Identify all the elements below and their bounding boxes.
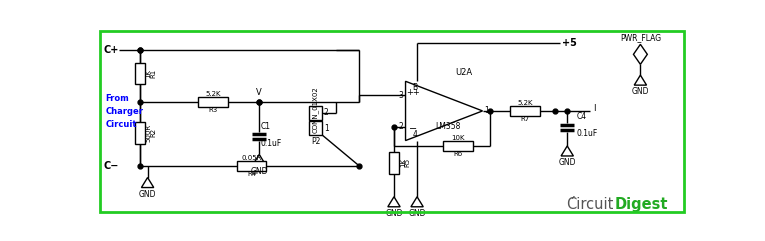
Bar bbox=[510, 106, 539, 115]
Text: R1: R1 bbox=[150, 69, 156, 78]
Text: 5.2K: 5.2K bbox=[517, 100, 532, 106]
Text: U2A: U2A bbox=[456, 68, 473, 77]
Text: 3: 3 bbox=[399, 91, 403, 100]
Text: LM358: LM358 bbox=[435, 122, 461, 131]
Text: +5: +5 bbox=[562, 38, 577, 48]
Bar bbox=[135, 122, 145, 144]
Polygon shape bbox=[405, 81, 483, 141]
Text: I: I bbox=[593, 104, 595, 113]
Text: From
Charger
Circuit: From Charger Circuit bbox=[106, 94, 143, 129]
Text: 1: 1 bbox=[324, 124, 329, 133]
Text: R7: R7 bbox=[520, 116, 529, 122]
Text: 4: 4 bbox=[412, 130, 417, 139]
Text: GND: GND bbox=[409, 209, 426, 218]
Text: R4: R4 bbox=[247, 171, 256, 177]
Text: GND: GND bbox=[632, 87, 649, 96]
Bar bbox=[308, 106, 322, 120]
Text: 2: 2 bbox=[399, 122, 403, 131]
Bar bbox=[237, 161, 266, 171]
Text: 1K: 1K bbox=[400, 158, 405, 167]
Polygon shape bbox=[253, 154, 265, 164]
Text: 0.05R: 0.05R bbox=[241, 154, 262, 161]
Text: PWR_FLAG: PWR_FLAG bbox=[620, 33, 661, 42]
Text: 1K: 1K bbox=[145, 69, 151, 78]
Text: ++: ++ bbox=[406, 88, 420, 97]
Text: C−: C− bbox=[104, 161, 119, 171]
Text: 5.2K: 5.2K bbox=[205, 91, 221, 97]
Text: CONN_01X02: CONN_01X02 bbox=[312, 87, 319, 134]
Text: 0.1uF: 0.1uF bbox=[577, 129, 597, 138]
Text: GND: GND bbox=[250, 167, 268, 176]
Polygon shape bbox=[142, 178, 154, 187]
Bar bbox=[443, 141, 473, 151]
Text: Digest: Digest bbox=[615, 197, 669, 212]
Text: 500R: 500R bbox=[145, 124, 151, 142]
Text: GND: GND bbox=[138, 190, 156, 199]
Text: R6: R6 bbox=[454, 151, 463, 157]
Text: −: − bbox=[409, 124, 417, 134]
Polygon shape bbox=[634, 75, 646, 85]
Text: B: B bbox=[412, 83, 418, 92]
Bar bbox=[389, 152, 399, 174]
Polygon shape bbox=[561, 146, 574, 156]
Text: R2: R2 bbox=[150, 128, 156, 137]
Bar bbox=[308, 121, 322, 135]
Text: GND: GND bbox=[386, 209, 402, 218]
Text: 2: 2 bbox=[324, 108, 329, 117]
Text: Ćircuit: Ćircuit bbox=[565, 197, 613, 212]
Text: C+: C+ bbox=[104, 46, 119, 55]
Text: GND: GND bbox=[558, 158, 576, 167]
Text: R5: R5 bbox=[405, 158, 410, 167]
Text: R3: R3 bbox=[208, 107, 218, 114]
Polygon shape bbox=[411, 197, 423, 207]
Text: V: V bbox=[256, 88, 262, 97]
Text: P2: P2 bbox=[311, 137, 320, 146]
Text: C1: C1 bbox=[261, 122, 271, 131]
Bar bbox=[135, 63, 145, 84]
Polygon shape bbox=[388, 197, 400, 207]
Text: 0.1uF: 0.1uF bbox=[261, 139, 282, 148]
Text: 10K: 10K bbox=[451, 134, 464, 141]
Text: 1: 1 bbox=[484, 107, 489, 115]
Polygon shape bbox=[633, 44, 647, 64]
Bar bbox=[198, 97, 228, 107]
Text: C4: C4 bbox=[577, 112, 587, 121]
